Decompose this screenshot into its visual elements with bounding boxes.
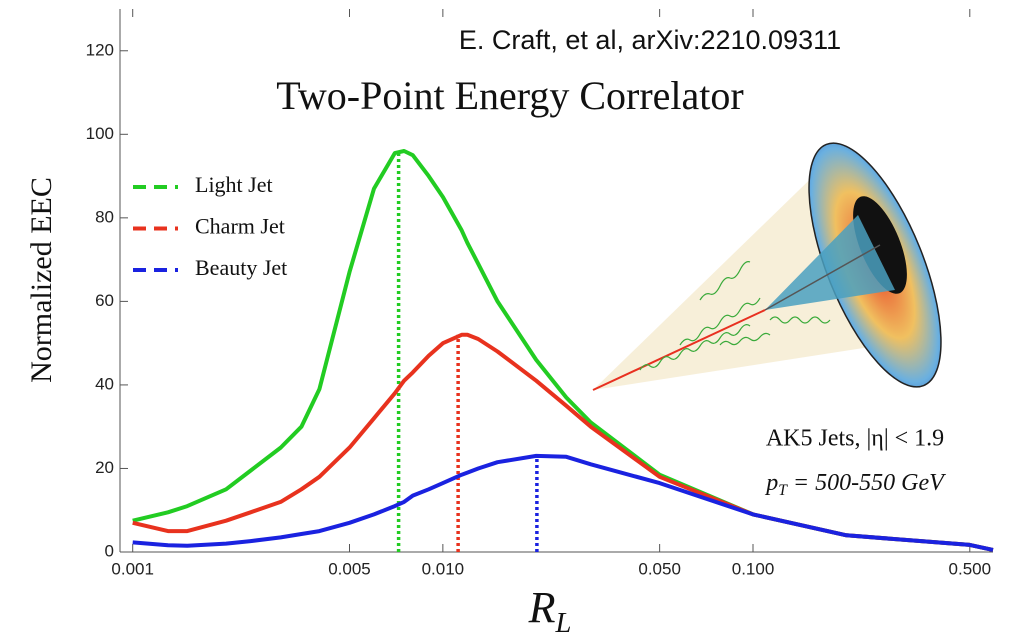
y-tick-label: 20 — [95, 458, 114, 477]
y-tick-label: 120 — [86, 40, 114, 59]
chart-title: Two-Point Energy Correlator — [276, 73, 743, 118]
y-tick-label: 0 — [105, 541, 114, 560]
series-line — [132, 453, 994, 552]
x-tick-label: 0.001 — [111, 559, 154, 578]
citation: E. Craft, et al, arXiv:2210.09311 — [459, 25, 841, 55]
legend-label: Beauty Jet — [195, 255, 287, 280]
y-tick-label: 40 — [95, 374, 114, 393]
y-axis-label: Normalized EEC — [25, 177, 58, 383]
jet-illustration — [592, 142, 942, 391]
legend-label: Charm Jet — [195, 214, 285, 239]
y-tick-label: 80 — [95, 207, 114, 226]
x-tick-label: 0.010 — [422, 559, 465, 578]
y-tick-label: 100 — [86, 124, 114, 143]
x-tick-label: 0.005 — [328, 559, 371, 578]
x-tick-label: 0.100 — [732, 559, 775, 578]
x-axis-label: RL — [528, 583, 572, 639]
series-line — [132, 149, 994, 552]
x-tick-label: 0.500 — [949, 559, 992, 578]
legend-label: Light Jet — [195, 172, 273, 197]
annotation: AK5 Jets, |η| < 1.9 — [766, 426, 944, 452]
y-tick-label: 60 — [95, 291, 114, 310]
x-tick-label: 0.050 — [638, 559, 681, 578]
annotation: pT = 500-550 GeV — [764, 470, 946, 499]
series-line — [132, 332, 994, 552]
